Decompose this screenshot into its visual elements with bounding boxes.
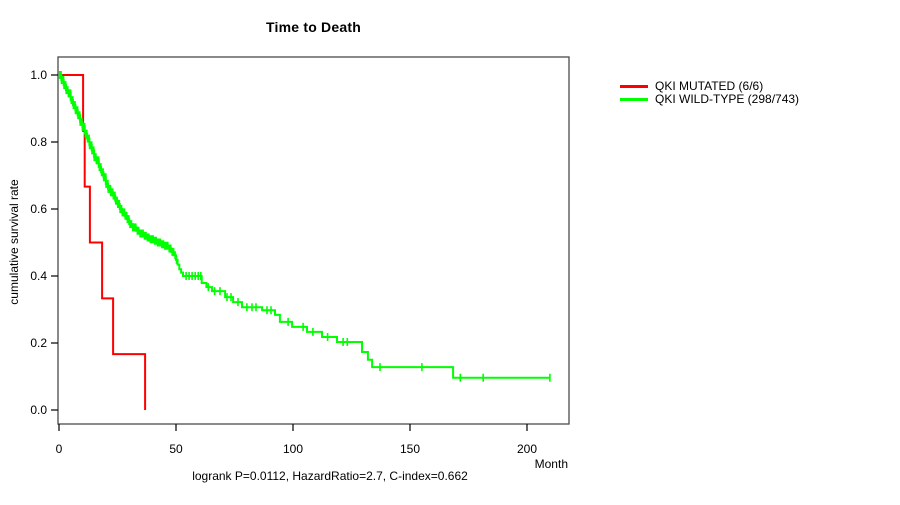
legend: QKI MUTATED (6/6) QKI WILD-TYPE (298/743… [620,80,799,106]
y-tick-label: 0.0 [30,403,47,417]
x-tick-label: 50 [169,442,183,456]
chart-title: Time to Death [266,19,361,35]
y-tick-label: 1.0 [30,68,47,82]
stats-caption: logrank P=0.0112, HazardRatio=2.7, C-ind… [192,469,468,483]
x-tick-label: 100 [283,442,303,456]
legend-item-wild-type: QKI WILD-TYPE (298/743) [620,93,799,106]
legend-line-swatch-mutated [620,85,648,88]
y-axis-title: cumulative survival rate [7,179,21,305]
x-tick-label: 200 [517,442,537,456]
legend-label-mutated: QKI MUTATED (6/6) [655,79,764,93]
x-tick-label: 150 [400,442,420,456]
survival-curve-mutated [59,74,147,410]
x-axis-title: Month [534,457,568,471]
legend-item-mutated: QKI MUTATED (6/6) [620,80,799,93]
legend-label-wild-type: QKI WILD-TYPE (298/743) [655,92,800,106]
y-tick-label: 0.8 [30,135,47,149]
x-tick-label: 0 [56,442,63,456]
y-tick-label: 0.6 [30,202,47,216]
y-tick-label: 0.4 [30,269,47,283]
y-tick-label: 0.2 [30,336,47,350]
censor-ticks-wild-type [58,71,551,382]
plot-box [57,56,570,425]
legend-line-swatch-wild-type [620,98,648,101]
